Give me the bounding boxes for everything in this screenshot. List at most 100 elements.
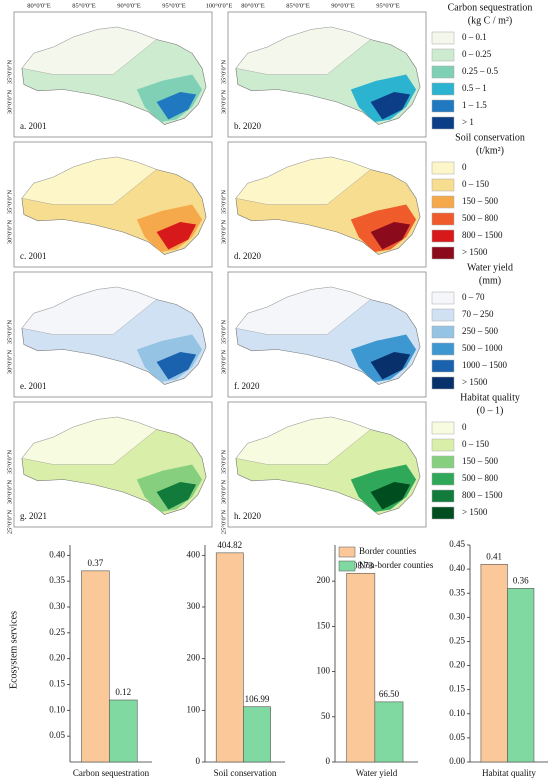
y-tick-label: 300 (187, 601, 201, 611)
y-tick-label: 0.15 (49, 679, 65, 689)
legend-label: 150 – 500 (462, 196, 499, 206)
panel-label: e. 2001 (20, 381, 47, 391)
bar (109, 699, 138, 763)
legend-label: > 1500 (462, 377, 488, 387)
longitude-label: 95°0'0"E (162, 2, 185, 9)
x-axis-title: Carbon sequestration (73, 768, 150, 778)
map-region (21, 416, 157, 465)
y-tick-label: 0.25 (49, 627, 65, 637)
y-tick-label: 100 (187, 704, 201, 714)
longitude-label: 85°0'0"E (286, 2, 309, 9)
value-label: 0.41 (486, 551, 502, 561)
value-label: 0.36 (513, 575, 529, 585)
latitude-label: 30°0'0"N (220, 350, 227, 374)
x-axis-title: Soil conservation (214, 768, 277, 778)
legend-label: 0 – 150 (462, 179, 490, 189)
y-tick-label: 150 (317, 620, 331, 630)
value-label: 0.37 (88, 558, 104, 568)
legend-label: 500 – 1000 (462, 343, 503, 353)
map-region (235, 156, 371, 205)
legend-swatch (431, 195, 455, 209)
bar (480, 563, 508, 763)
panel-label: d. 2020 (234, 251, 262, 261)
map-region (370, 352, 411, 380)
y-tick-label: 0.35 (49, 575, 65, 585)
panel-label: c. 2001 (20, 251, 47, 261)
latitude-label: 35°0'0"N (6, 450, 13, 474)
latitude-label: 35°0'0"N (6, 320, 13, 344)
legend-swatch (431, 489, 455, 503)
y-tick-label: 400 (187, 549, 201, 559)
map-region (235, 416, 371, 465)
legend-swatch (431, 325, 455, 339)
legend-swatch (431, 308, 455, 322)
longitude-label: 90°0'0"E (117, 2, 140, 9)
map-region (235, 286, 371, 335)
legend-unit: (kg C / m²) (468, 15, 512, 26)
latitude-label: 30°0'0"N (6, 90, 13, 114)
latitude-label: 30°0'0"N (220, 480, 227, 504)
panel-label: f. 2020 (234, 381, 260, 391)
legend-label: > 1 (462, 117, 474, 127)
legend-label: 0.25 – 0.5 (462, 66, 499, 76)
legend-swatch (431, 65, 455, 79)
legend-swatch (431, 178, 455, 192)
latitude-label: 35°0'0"N (6, 60, 13, 84)
y-tick-label: 0.20 (49, 653, 65, 663)
bar (374, 701, 404, 763)
legend-label: > 1500 (462, 507, 488, 517)
legend-label: 800 – 1500 (462, 230, 503, 240)
latitude-label: 35°0'0"N (6, 190, 13, 214)
y-tick-label: 0.30 (49, 601, 65, 611)
panel-label: h. 2020 (234, 511, 262, 521)
legend-swatch (431, 376, 455, 390)
y-tick-label: 0.15 (449, 684, 465, 694)
legend-label: 0 – 150 (462, 439, 490, 449)
latitude-label: 35°0'0"N (220, 320, 227, 344)
map-region (156, 92, 197, 120)
legend-label: 0 – 0.25 (462, 49, 492, 59)
legend-title: Soil conservation (455, 132, 525, 143)
latitude-label: 30°0'0"N (220, 220, 227, 244)
y-tick-label: 0 (196, 756, 201, 766)
legend-swatch (431, 359, 455, 373)
latitude-label: 35°0'0"N (220, 60, 227, 84)
y-axis-title: Ecosystem services (8, 611, 19, 689)
panel-label: a. 2001 (20, 121, 47, 131)
legend-label: Non-border counties (359, 560, 434, 570)
map-region (370, 92, 411, 120)
longitude-label: 85°0'0"E (72, 2, 95, 9)
value-label: 106.99 (245, 694, 270, 704)
longitude-label: 80°0'0"E (27, 2, 50, 9)
y-tick-label: 0 (326, 756, 331, 766)
y-tick-label: 200 (317, 575, 331, 585)
legend-swatch (431, 342, 455, 356)
legend-label: Border counties (359, 546, 417, 556)
bar (215, 552, 244, 763)
legend-swatch (431, 455, 455, 469)
y-tick-label: 0.05 (449, 732, 465, 742)
value-label: 66.50 (379, 689, 400, 699)
y-tick-label: 0.10 (449, 708, 465, 718)
legend-swatch (431, 246, 455, 260)
latitude-label: 30°0'0"N (6, 480, 13, 504)
y-tick-label: 0.25 (449, 636, 465, 646)
map-region (370, 222, 411, 250)
y-tick-label: 200 (187, 653, 201, 663)
latitude-label: 25°0'0"N (220, 510, 227, 534)
longitude-label: 90°0'0"E (331, 2, 354, 9)
latitude-label: 35°0'0"N (220, 450, 227, 474)
y-tick-label: 0.10 (49, 704, 65, 714)
panel-label: b. 2020 (234, 121, 262, 131)
latitude-label: 30°0'0"N (6, 220, 13, 244)
bar (507, 588, 535, 763)
legend-swatch (431, 48, 455, 62)
latitude-label: 30°0'0"N (220, 90, 227, 114)
panel-label: g. 2021 (20, 511, 47, 521)
legend-unit: (0 – 1) (477, 405, 504, 416)
y-tick-label: 0.30 (449, 611, 465, 621)
map-region (156, 352, 197, 380)
legend-swatch (338, 560, 356, 572)
y-tick-label: 0.40 (49, 549, 65, 559)
longitude-label: 80°0'0"E (241, 2, 264, 9)
